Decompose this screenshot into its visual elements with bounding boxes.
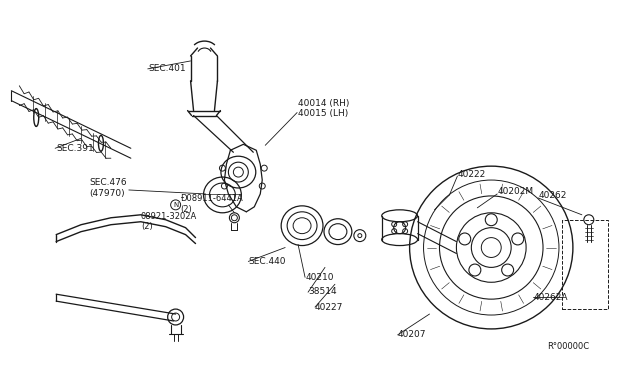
Text: N: N bbox=[173, 202, 179, 208]
Text: 08921-3202A
(2): 08921-3202A (2) bbox=[141, 212, 197, 231]
Bar bbox=[562, 220, 608, 309]
Text: SEC.440: SEC.440 bbox=[248, 257, 286, 266]
Text: SEC.476
(47970): SEC.476 (47970) bbox=[89, 178, 127, 198]
Text: Ð08911-6441A
(2): Ð08911-6441A (2) bbox=[180, 194, 243, 214]
Text: 40207: 40207 bbox=[397, 330, 426, 339]
Text: 40262A: 40262A bbox=[533, 293, 568, 302]
Text: R°00000C: R°00000C bbox=[547, 342, 589, 351]
Text: 40227: 40227 bbox=[315, 302, 344, 312]
Text: 38514: 38514 bbox=[308, 287, 337, 296]
Text: 40222: 40222 bbox=[458, 170, 486, 179]
Text: 40014 (RH)
40015 (LH): 40014 (RH) 40015 (LH) bbox=[298, 99, 349, 118]
Text: SEC.401: SEC.401 bbox=[148, 64, 186, 73]
Text: 40262: 40262 bbox=[539, 192, 568, 201]
Text: 40202M: 40202M bbox=[497, 187, 533, 196]
Text: SEC.391: SEC.391 bbox=[56, 144, 94, 153]
Text: 40210: 40210 bbox=[305, 273, 333, 282]
